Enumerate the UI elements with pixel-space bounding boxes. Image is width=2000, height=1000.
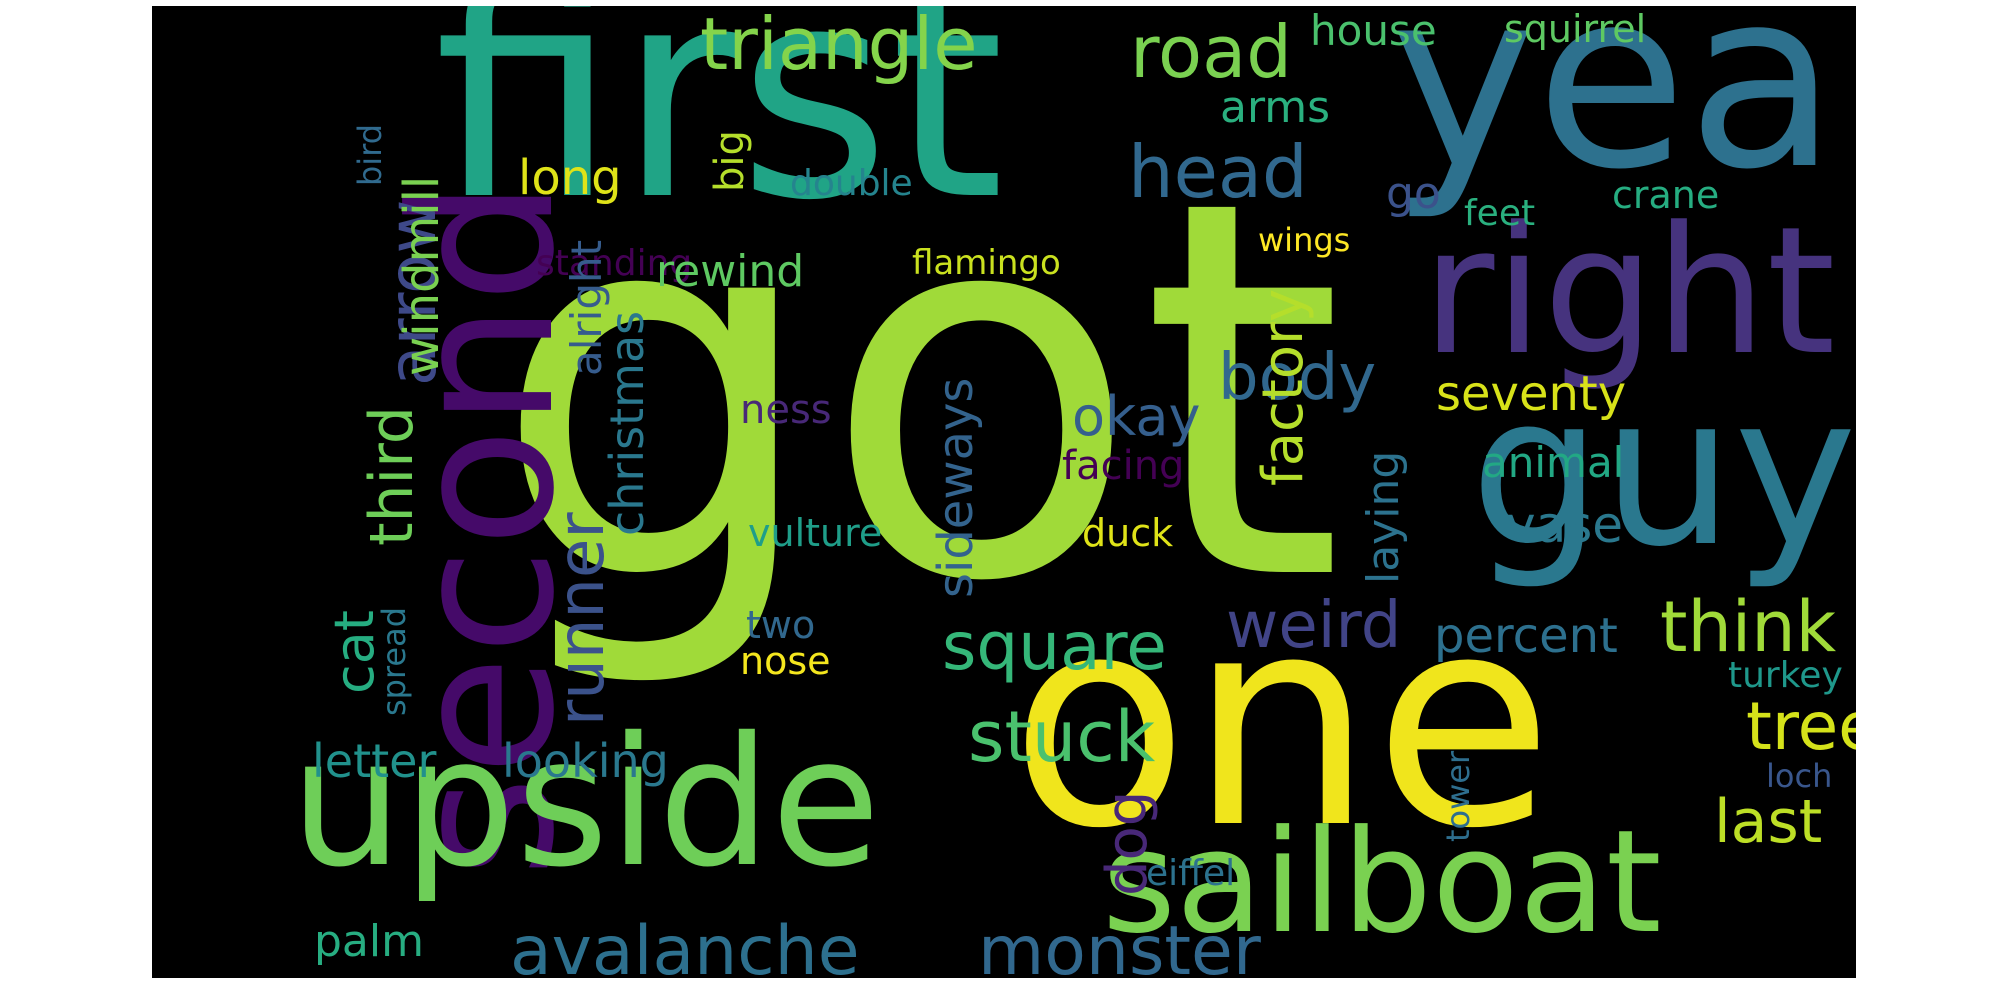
word-crane: crane: [1612, 173, 1720, 217]
word-big: big: [707, 130, 753, 192]
word-think: think: [1660, 586, 1837, 668]
word-windmill: windmill: [394, 175, 450, 376]
word-palm: palm: [314, 916, 424, 967]
word-last: last: [1714, 787, 1823, 857]
word-got: got: [492, 89, 1345, 695]
word-two: two: [746, 603, 816, 647]
word-cloud: got first yeah one second right guy upsi…: [152, 6, 1856, 978]
word-yeah: yeah: [1390, 6, 1856, 224]
word-monster: monster: [978, 912, 1261, 979]
word-weird: weird: [1226, 589, 1402, 663]
word-nose: nose: [740, 639, 831, 683]
word-squirrel: squirrel: [1504, 7, 1647, 51]
word-standing: standing: [536, 243, 693, 284]
word-vase: vase: [1506, 496, 1624, 554]
word-ness: ness: [740, 387, 832, 433]
word-rewind: rewind: [656, 246, 805, 297]
word-go: go: [1386, 168, 1441, 219]
word-facing: facing: [1062, 443, 1185, 489]
word-bird: bird: [351, 123, 389, 186]
word-arms: arms: [1220, 82, 1331, 133]
word-upside: upside: [290, 699, 881, 906]
word-okay: okay: [1072, 385, 1201, 448]
word-flamingo: flamingo: [912, 243, 1061, 283]
word-road: road: [1130, 10, 1292, 94]
word-letter: letter: [312, 734, 437, 788]
word-duck: duck: [1082, 511, 1174, 555]
word-tree: tree: [1746, 688, 1856, 765]
word-looking: looking: [502, 734, 669, 788]
word-turkey: turkey: [1728, 655, 1843, 696]
word-triangle: triangle: [700, 6, 978, 86]
word-spread: spread: [375, 606, 413, 716]
word-wings: wings: [1258, 221, 1351, 259]
word-seventy: seventy: [1436, 366, 1627, 422]
word-percent: percent: [1434, 608, 1618, 664]
word-square: square: [942, 608, 1167, 685]
word-tower: tower: [1439, 750, 1477, 842]
word-long: long: [518, 150, 622, 206]
word-double: double: [790, 163, 913, 204]
word-eiffel: eiffel: [1146, 853, 1236, 894]
word-guy: guy: [1470, 351, 1856, 593]
word-vulture: vulture: [748, 511, 883, 555]
word-loch: loch: [1766, 757, 1833, 795]
word-animal: animal: [1482, 438, 1625, 487]
word-factory: factory: [1251, 288, 1316, 486]
word-laying: laying: [1358, 450, 1409, 584]
word-avalanche: avalanche: [510, 912, 860, 979]
word-head: head: [1128, 130, 1308, 214]
word-right: right: [1422, 189, 1836, 394]
word-stuck: stuck: [968, 696, 1156, 778]
word-christmas: christmas: [600, 310, 654, 536]
word-sailboat: sailboat: [1102, 800, 1662, 965]
word-third: third: [357, 406, 427, 546]
word-feet: feet: [1464, 193, 1536, 234]
word-house: house: [1310, 6, 1437, 55]
word-sideways: sideways: [928, 377, 984, 598]
word-runner: runner: [545, 512, 619, 726]
word-body: body: [1218, 341, 1377, 415]
word-cat: cat: [323, 610, 386, 694]
word-one: one: [1010, 552, 1554, 892]
word-first: first: [434, 6, 1005, 264]
